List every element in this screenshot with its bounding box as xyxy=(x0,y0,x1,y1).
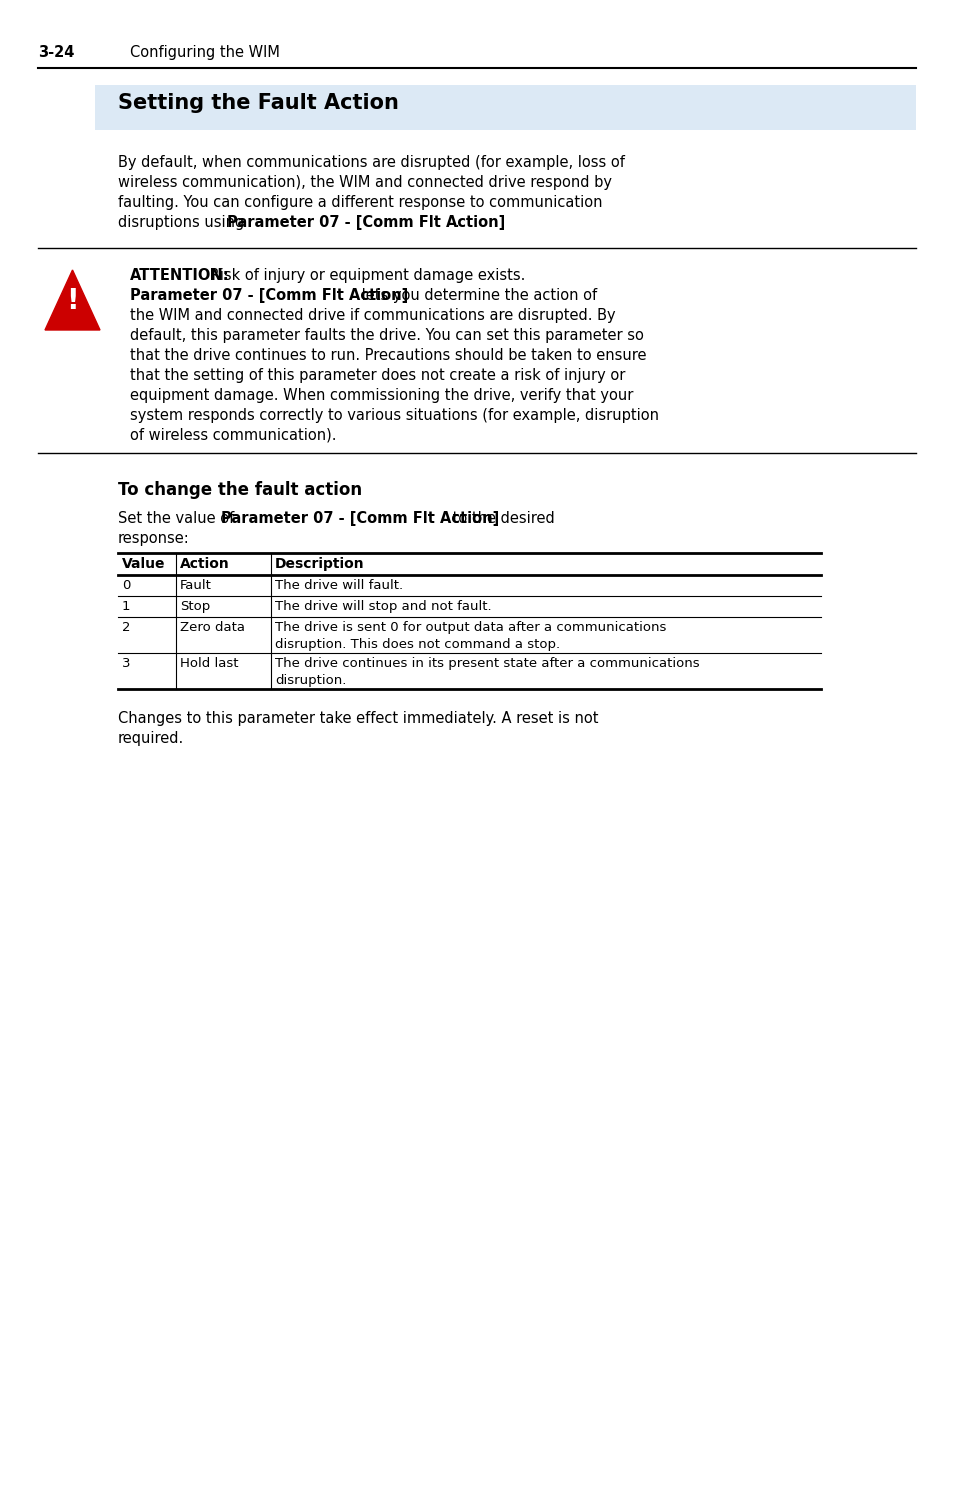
Text: Set the value of: Set the value of xyxy=(118,512,238,526)
Text: !: ! xyxy=(66,287,79,315)
Text: Fault: Fault xyxy=(180,578,212,592)
Text: system responds correctly to various situations (for example, disruption: system responds correctly to various sit… xyxy=(130,407,659,422)
Text: Setting the Fault Action: Setting the Fault Action xyxy=(118,94,398,113)
Text: 2: 2 xyxy=(122,622,131,633)
Polygon shape xyxy=(45,271,100,330)
Text: Parameter 07 - [Comm Flt Action]: Parameter 07 - [Comm Flt Action] xyxy=(227,216,505,230)
Text: the WIM and connected drive if communications are disrupted. By: the WIM and connected drive if communica… xyxy=(130,308,615,323)
Text: Action: Action xyxy=(180,558,230,571)
Text: Changes to this parameter take effect immediately. A reset is not: Changes to this parameter take effect im… xyxy=(118,711,598,726)
Text: Configuring the WIM: Configuring the WIM xyxy=(130,45,279,59)
Text: .: . xyxy=(454,216,458,230)
Text: 0: 0 xyxy=(122,578,131,592)
Text: that the setting of this parameter does not create a risk of injury or: that the setting of this parameter does … xyxy=(130,367,625,384)
Text: 3: 3 xyxy=(122,657,131,671)
Text: faulting. You can configure a different response to communication: faulting. You can configure a different … xyxy=(118,195,602,210)
Text: ATTENTION:: ATTENTION: xyxy=(130,268,230,283)
Text: equipment damage. When commissioning the drive, verify that your: equipment damage. When commissioning the… xyxy=(130,388,633,403)
Text: Zero data: Zero data xyxy=(180,622,245,633)
Text: lets you determine the action of: lets you determine the action of xyxy=(356,288,597,303)
Text: The drive is sent 0 for output data after a communications: The drive is sent 0 for output data afte… xyxy=(274,622,666,633)
Text: default, this parameter faults the drive. You can set this parameter so: default, this parameter faults the drive… xyxy=(130,329,643,343)
Text: The drive will fault.: The drive will fault. xyxy=(274,578,403,592)
Text: Stop: Stop xyxy=(180,599,210,613)
Text: to the desired: to the desired xyxy=(448,512,555,526)
Text: disruptions using: disruptions using xyxy=(118,216,249,230)
Text: required.: required. xyxy=(118,732,184,746)
Text: The drive will stop and not fault.: The drive will stop and not fault. xyxy=(274,599,491,613)
Text: wireless communication), the WIM and connected drive respond by: wireless communication), the WIM and con… xyxy=(118,175,612,190)
Text: Description: Description xyxy=(274,558,364,571)
Text: Parameter 07 - [Comm Flt Action]: Parameter 07 - [Comm Flt Action] xyxy=(130,288,408,303)
Text: disruption. This does not command a stop.: disruption. This does not command a stop… xyxy=(274,638,559,651)
Text: Parameter 07 - [Comm Flt Action]: Parameter 07 - [Comm Flt Action] xyxy=(220,512,498,526)
Text: Risk of injury or equipment damage exists.: Risk of injury or equipment damage exist… xyxy=(205,268,525,283)
Text: that the drive continues to run. Precautions should be taken to ensure: that the drive continues to run. Precaut… xyxy=(130,348,646,363)
Text: The drive continues in its present state after a communications: The drive continues in its present state… xyxy=(274,657,699,671)
Text: 1: 1 xyxy=(122,599,131,613)
Text: disruption.: disruption. xyxy=(274,674,346,687)
Text: Value: Value xyxy=(122,558,165,571)
Text: Hold last: Hold last xyxy=(180,657,238,671)
Text: 3-24: 3-24 xyxy=(38,45,74,59)
Bar xyxy=(95,85,915,129)
Text: response:: response: xyxy=(118,531,190,546)
Text: To change the fault action: To change the fault action xyxy=(118,480,362,500)
Text: of wireless communication).: of wireless communication). xyxy=(130,428,336,443)
Text: By default, when communications are disrupted (for example, loss of: By default, when communications are disr… xyxy=(118,155,624,170)
